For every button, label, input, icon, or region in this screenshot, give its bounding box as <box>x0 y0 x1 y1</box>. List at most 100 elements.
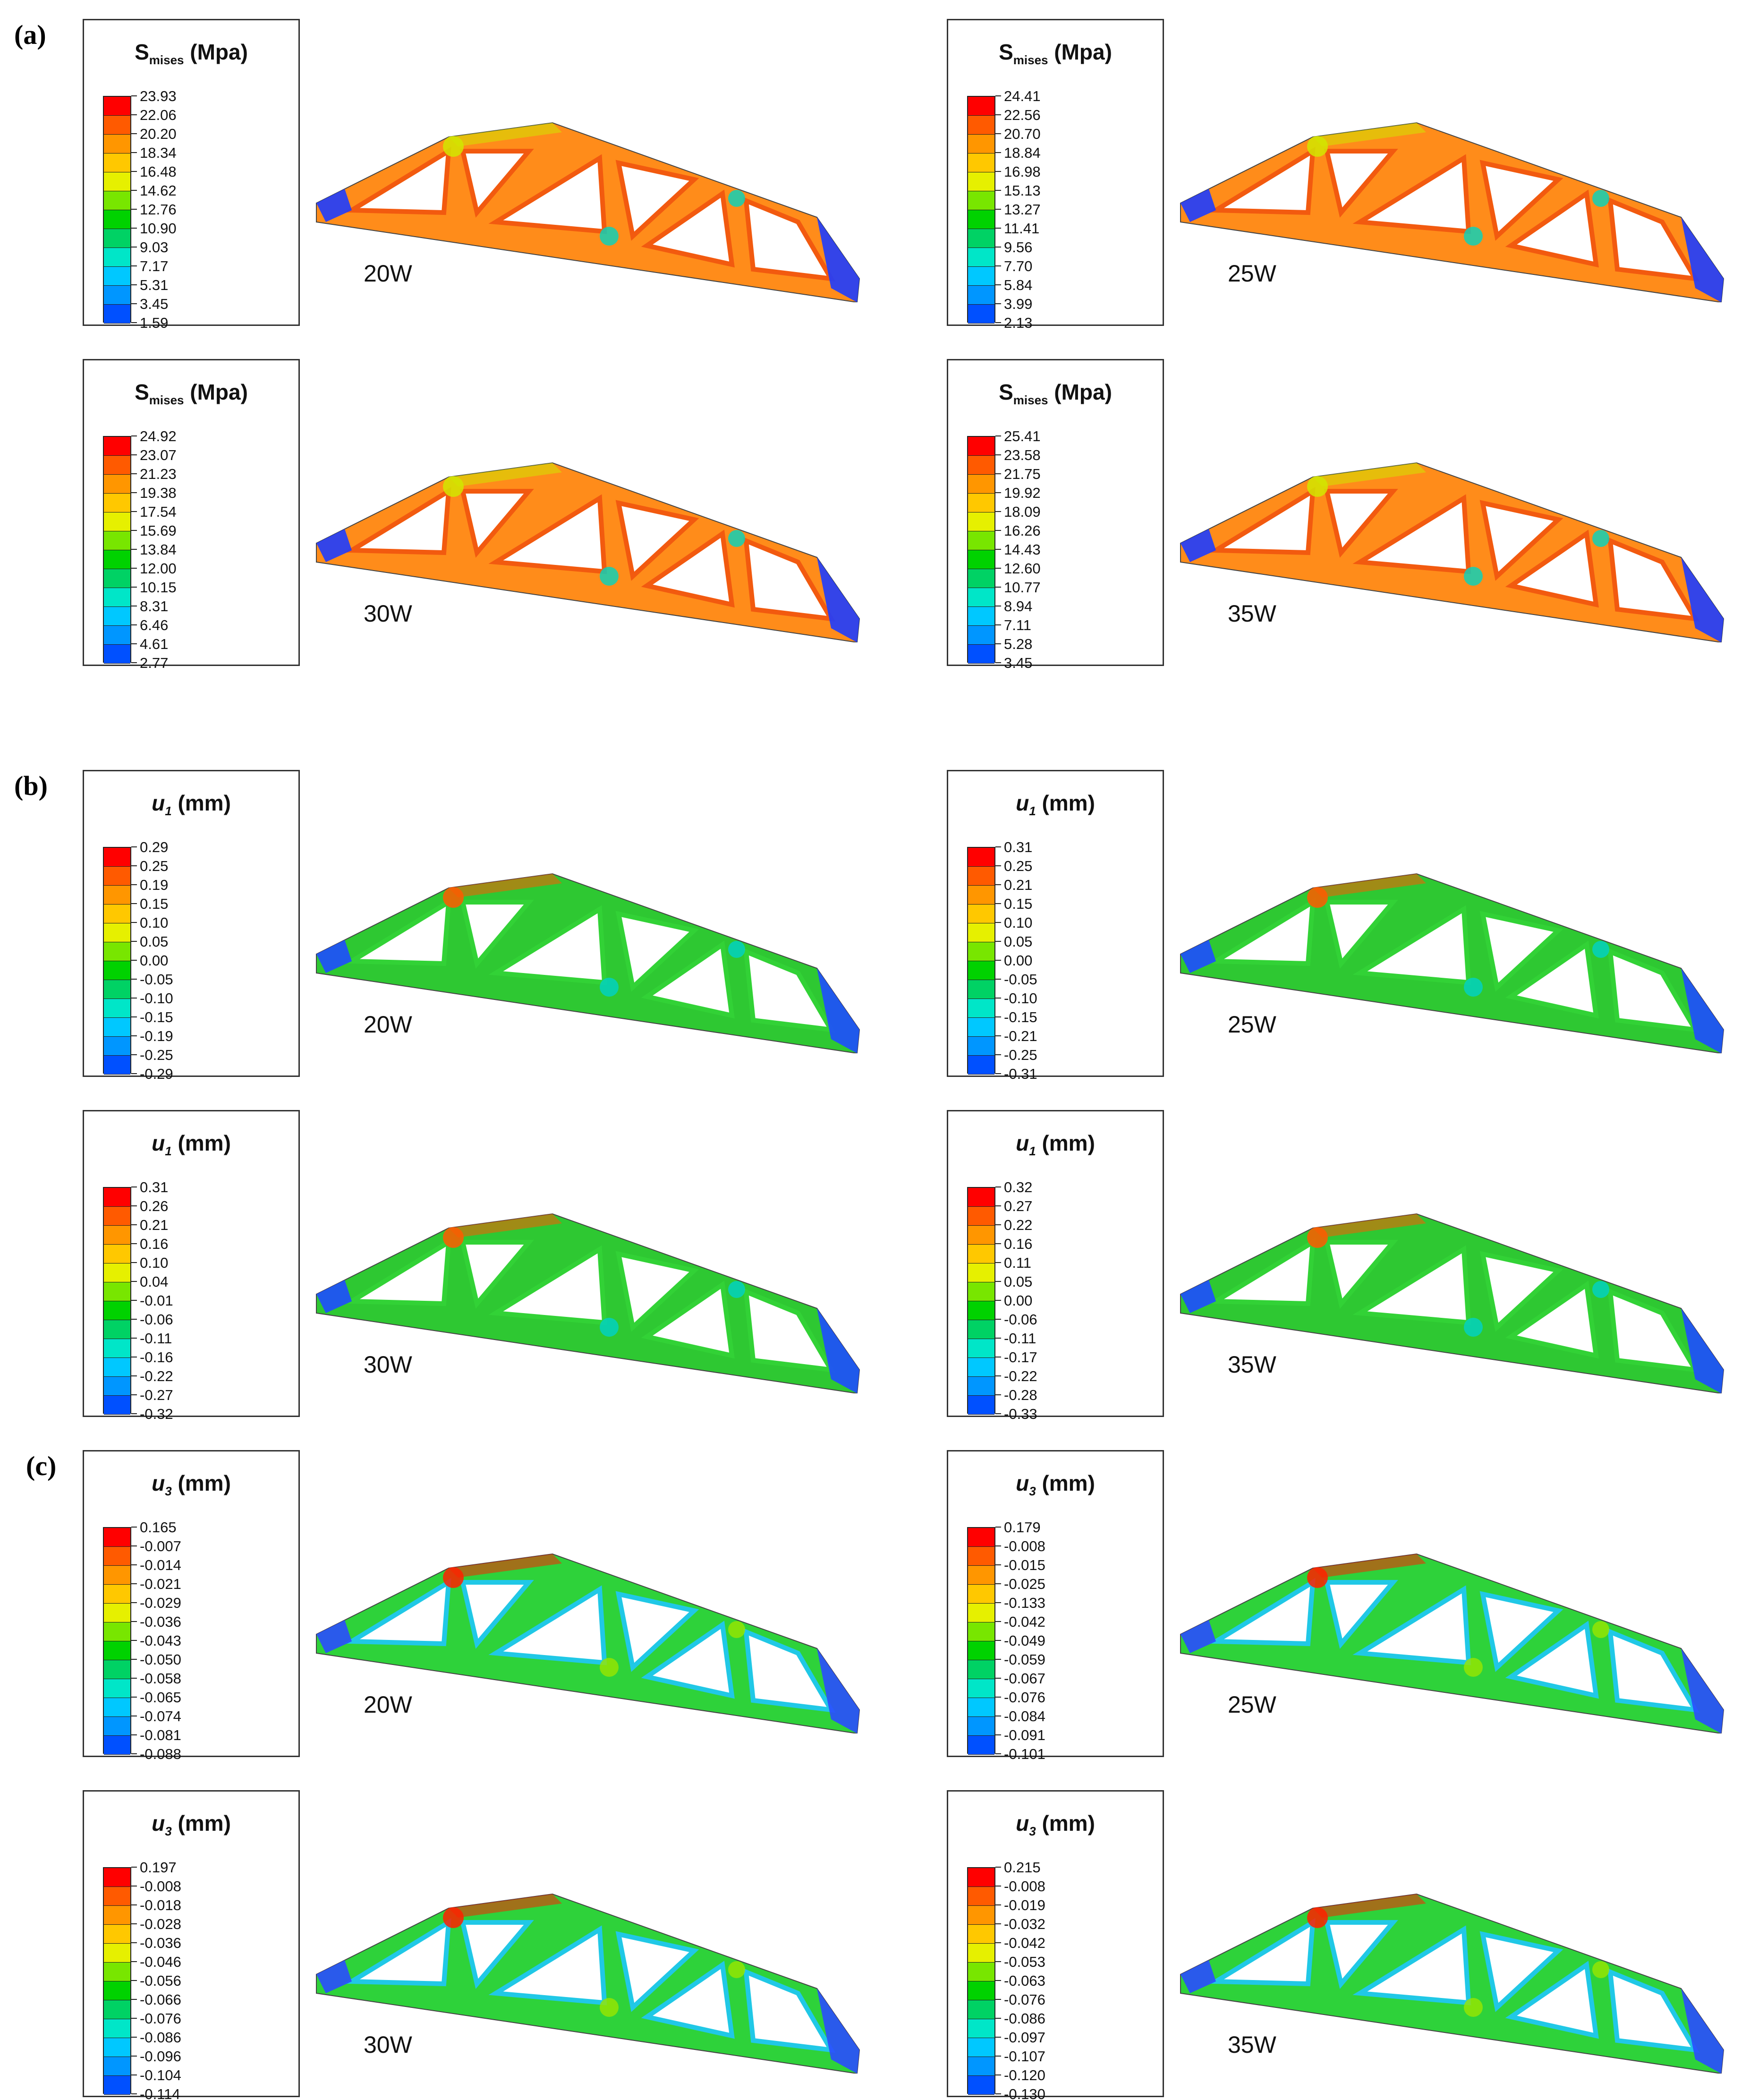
truss-cutout <box>641 1621 735 1699</box>
colorbar-legend: u1 (mm) 0.31 0.26 0.21 0.16 0.10 0.04 -0.01 -0.0… <box>83 1110 300 1421</box>
contour-low-end <box>1181 189 1216 222</box>
laser-power-label: 25W <box>1228 260 1276 287</box>
quantity-subscript: mises <box>149 53 184 68</box>
colorbar-value: -0.008 <box>140 1878 181 1895</box>
colorbar-swatch <box>968 267 994 286</box>
colorbar-tick <box>131 979 137 980</box>
colorbar-value: -0.091 <box>1004 1727 1045 1743</box>
colorbar-tick <box>995 435 1001 436</box>
colorbar-value: -0.097 <box>1004 2029 1045 2046</box>
legend-title: Smises (Mpa) <box>84 39 298 68</box>
quantity-symbol: S <box>999 380 1013 404</box>
colorbar-tick <box>995 1281 1001 1282</box>
contour-hotspot <box>600 1998 619 2017</box>
colorbar-swatch <box>968 512 994 531</box>
truss-cutout <box>641 940 735 1019</box>
colorbar-value: 7.11 <box>1004 617 1032 633</box>
colorbar-value: 3.99 <box>1004 296 1033 312</box>
colorbar-swatch <box>104 1528 130 1547</box>
colorbar-value: 0.16 <box>140 1236 169 1252</box>
colorbar-swatch <box>104 494 130 512</box>
colorbar-value: 18.09 <box>1004 504 1041 520</box>
colorbar-value: -0.10 <box>1004 990 1037 1007</box>
colorbar-tick <box>995 511 1001 512</box>
colorbar-value: 0.31 <box>140 1179 169 1195</box>
quantity-symbol: u <box>1016 1471 1029 1495</box>
colorbar-value: -0.31 <box>1004 1066 1037 1082</box>
colorbar-swatch <box>968 1245 994 1263</box>
colorbar-swatch <box>968 1604 994 1622</box>
colorbar-swatch <box>968 980 994 999</box>
colorbar-value: -0.081 <box>140 1727 181 1743</box>
legend-title: Smises (Mpa) <box>948 379 1163 408</box>
colorbar-swatch <box>968 886 994 905</box>
colorbar-tick <box>995 998 1001 999</box>
quantity-symbol: S <box>135 380 149 404</box>
contour-hotspot <box>1592 1281 1609 1298</box>
truss-cutout <box>459 1240 534 1309</box>
colorbar-swatch <box>104 550 130 569</box>
colorbar-value: 0.10 <box>140 1255 169 1271</box>
colorbar-value: -0.074 <box>140 1708 181 1724</box>
legend-title: u1 (mm) <box>84 1130 298 1159</box>
contour-low-end <box>316 1280 352 1313</box>
colorbar-tick <box>131 1867 137 1868</box>
colorbar-swatch <box>104 116 130 135</box>
contour-low-end <box>316 189 352 222</box>
colorbar-swatch <box>104 191 130 210</box>
colorbar-tick <box>995 1016 1001 1017</box>
contour-hotspot <box>1464 227 1483 246</box>
truss-cutout <box>488 1245 607 1325</box>
colorbar-value: -0.21 <box>1004 1028 1037 1044</box>
quantity-subscript: mises <box>149 393 184 408</box>
colorbar-tick <box>995 2018 1001 2019</box>
contour-low-end <box>817 557 859 642</box>
colorbar-value: -0.042 <box>1004 1613 1045 1630</box>
colorbar-tick <box>995 171 1001 172</box>
truss-cutout <box>1352 494 1471 574</box>
colorbar-swatch <box>968 1226 994 1245</box>
colorbar-swatch <box>968 1358 994 1377</box>
truss-cutout <box>1207 1578 1316 1647</box>
colorbar-tick <box>131 587 137 588</box>
colorbar-tick <box>131 2093 137 2094</box>
colorbar-swatch <box>104 607 130 626</box>
colorbar-swatch <box>968 867 994 886</box>
colorbar-tick <box>995 1640 1001 1641</box>
truss-cutout <box>459 1920 534 1989</box>
colorbar-value: 11.41 <box>1004 220 1040 237</box>
truss-cutout <box>1324 1580 1398 1649</box>
colorbar-swatch <box>104 1018 130 1037</box>
colorbar-value: 0.22 <box>1004 1217 1033 1233</box>
colorbar-value: 13.84 <box>140 541 177 558</box>
colorbar-tick <box>995 2074 1001 2075</box>
colorbar-value: -0.025 <box>1004 1576 1045 1592</box>
contour-low-end <box>1681 1308 1724 1393</box>
colorbar-swatch <box>968 1736 994 1755</box>
colorbar-swatch <box>968 607 994 626</box>
laser-power-label: 35W <box>1228 600 1276 627</box>
colorbar <box>967 436 995 664</box>
truss-beam-contour <box>316 873 860 1053</box>
contour-low-end <box>1181 1280 1216 1313</box>
colorbar-tick <box>131 1621 137 1622</box>
colorbar-value: 19.92 <box>1004 485 1041 501</box>
colorbar-tick <box>131 1338 137 1339</box>
colorbar-legend: u3 (mm) 0.179 -0.008 -0.015 -0.025 -0.133 -0.0… <box>947 1450 1164 1761</box>
truss-cutout <box>1479 1251 1563 1332</box>
quantity-unit: (mm) <box>178 791 231 815</box>
colorbar-swatch <box>968 1717 994 1736</box>
colorbar-tick <box>995 1262 1001 1263</box>
colorbar-swatch <box>968 1660 994 1679</box>
contour-band <box>449 874 562 897</box>
colorbar-value: 0.21 <box>140 1217 169 1233</box>
truss-beam-contour <box>1180 1213 1725 1393</box>
truss-cutout <box>1324 1240 1398 1309</box>
truss-beam-contour <box>316 462 860 642</box>
truss-cutout <box>1352 905 1471 985</box>
colorbar <box>967 1527 995 1755</box>
colorbar-value: 0.15 <box>140 896 169 912</box>
colorbar-value: -0.076 <box>140 2010 181 2027</box>
contour-band <box>1313 463 1426 487</box>
